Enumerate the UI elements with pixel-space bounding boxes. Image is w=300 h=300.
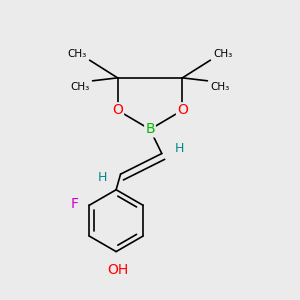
Text: OH: OH bbox=[107, 263, 128, 277]
Text: F: F bbox=[70, 197, 78, 211]
Text: H: H bbox=[98, 171, 107, 184]
Text: O: O bbox=[112, 103, 123, 117]
Text: CH₃: CH₃ bbox=[213, 49, 232, 59]
Text: O: O bbox=[177, 103, 188, 117]
Text: CH₃: CH₃ bbox=[210, 82, 230, 92]
Text: H: H bbox=[175, 142, 184, 155]
Text: B: B bbox=[145, 122, 155, 136]
Text: CH₃: CH₃ bbox=[68, 49, 87, 59]
Text: CH₃: CH₃ bbox=[70, 82, 90, 92]
